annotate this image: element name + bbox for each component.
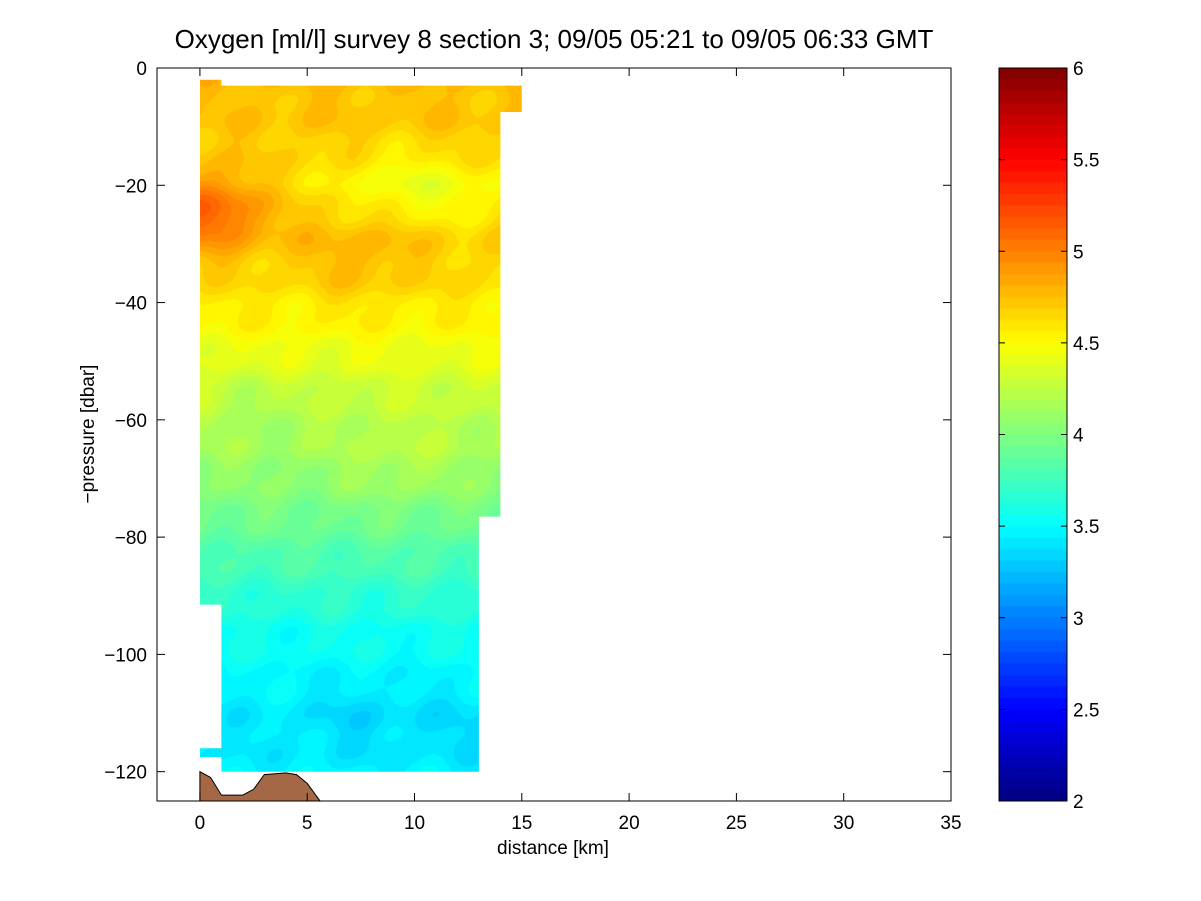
x-tick-label: 35: [940, 813, 961, 834]
y-tick-label: 0: [136, 59, 147, 80]
y-axis-ticks: 0 −20 −40 −60 −80 −100 −120: [104, 59, 951, 784]
colorbar: 2 2.5 3 3.5 4 4.5 5 5.5 6: [998, 59, 1099, 813]
y-tick-label: −80: [115, 528, 147, 549]
chart-title: Oxygen [ml/l] survey 8 section 3; 09/05 …: [175, 24, 934, 54]
x-tick-label: 15: [511, 813, 532, 834]
x-tick-label: 0: [195, 813, 206, 834]
oxygen-contour-field: [199, 79, 522, 772]
y-tick-label: −20: [115, 176, 147, 197]
x-axis-ticks: 0 5 10 15 20 25 30 35: [195, 68, 962, 834]
x-tick-label: 30: [833, 813, 854, 834]
colorbar-tick-label: 6: [1073, 59, 1084, 80]
x-tick-label: 25: [726, 813, 747, 834]
y-tick-label: −100: [104, 645, 147, 666]
y-tick-label: −40: [115, 294, 147, 315]
x-tick-label: 20: [619, 813, 640, 834]
y-tick-label: −120: [104, 763, 147, 784]
colorbar-tick-label: 2.5: [1073, 700, 1099, 721]
x-tick-label: 10: [404, 813, 425, 834]
plot-frame: [156, 67, 952, 802]
colorbar-ticks: 2 2.5 3 3.5 4 4.5 5 5.5 6: [999, 59, 1099, 813]
oxygen-field-raster: [199, 79, 522, 772]
y-tick-label: −60: [115, 411, 147, 432]
colorbar-tick-label: 5: [1073, 242, 1084, 263]
colorbar-tick-label: 3: [1073, 609, 1084, 630]
y-axis-label: −pressure [dbar]: [78, 365, 99, 504]
colorbar-gradient: [999, 68, 1067, 801]
colorbar-tick-label: 4.5: [1073, 334, 1099, 355]
x-axis-label: distance [km]: [497, 838, 609, 859]
colorbar-tick-label: 2: [1073, 792, 1084, 813]
plot-area: 0 5 10 15 20 25 30 35 0 −20 −40 −60 −80 −100 −120: [104, 59, 961, 834]
x-tick-label: 5: [302, 813, 313, 834]
colorbar-tick-label: 5.5: [1073, 151, 1099, 172]
colorbar-tick-label: 4: [1073, 426, 1084, 447]
colorbar-tick-label: 3.5: [1073, 517, 1099, 538]
